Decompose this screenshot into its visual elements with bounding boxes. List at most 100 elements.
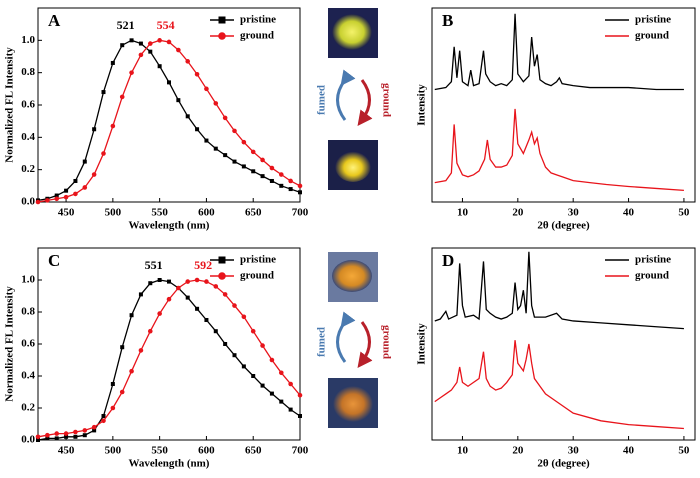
marker — [63, 194, 69, 200]
legend-label: pristine — [240, 14, 276, 26]
marker — [91, 424, 97, 430]
plot-frame — [431, 7, 696, 203]
marker — [138, 348, 144, 353]
marker — [185, 114, 190, 119]
y-axis-label: Intensity — [416, 323, 428, 365]
marker — [269, 178, 274, 183]
marker — [260, 157, 265, 163]
marker — [176, 47, 181, 53]
marker — [298, 414, 302, 418]
arrow — [336, 69, 356, 121]
marker — [167, 80, 171, 85]
x-tick-label: 30 — [568, 207, 580, 219]
legend-label: pristine — [635, 254, 671, 266]
x-axis-label: Wavelength (nm) — [129, 458, 210, 470]
marker — [35, 434, 41, 440]
marker — [213, 284, 219, 289]
marker — [241, 364, 246, 369]
series-line — [434, 340, 684, 430]
y-tick-label: 1.0 — [21, 274, 35, 286]
x-tick-label: 30 — [568, 445, 580, 457]
marker — [222, 292, 228, 297]
marker — [269, 391, 274, 396]
marker — [278, 370, 284, 376]
marker — [92, 428, 97, 433]
legend-marker — [218, 272, 226, 280]
marker — [223, 342, 228, 346]
panel-label: D — [442, 251, 454, 270]
series-line — [37, 279, 301, 438]
inset-label: ground — [380, 83, 392, 117]
marker — [54, 196, 60, 202]
inset-bottom: fumed ground — [316, 252, 392, 428]
x-tick-label: 700 — [292, 445, 309, 457]
marker — [194, 71, 200, 77]
marker — [251, 169, 256, 174]
x-tick-label: 550 — [151, 445, 168, 457]
legend-label: ground — [240, 30, 274, 42]
legend-label: ground — [240, 270, 274, 282]
marker — [288, 381, 293, 387]
inset-top: fumed ground — [316, 8, 392, 190]
y-tick-label: 0.4 — [21, 131, 35, 143]
marker — [129, 313, 134, 318]
marker — [148, 49, 153, 54]
marker — [260, 174, 265, 179]
marker — [110, 405, 116, 411]
marker — [101, 414, 106, 418]
marker — [297, 183, 303, 189]
marker — [176, 285, 181, 291]
marker — [250, 328, 256, 334]
marker — [250, 149, 256, 155]
marker — [232, 353, 237, 358]
marker — [251, 374, 256, 378]
marker — [82, 433, 87, 438]
marker — [288, 407, 293, 412]
marker — [110, 382, 115, 386]
legend-marker — [218, 32, 226, 40]
marker — [92, 127, 97, 132]
marker — [82, 159, 87, 164]
marker — [35, 199, 41, 205]
marker — [166, 39, 172, 45]
x-tick-label: 40 — [623, 207, 635, 219]
peak-annotation: 521 — [117, 18, 135, 32]
x-tick-label: 50 — [678, 207, 690, 219]
marker — [36, 438, 40, 442]
x-tick-label: 600 — [198, 207, 215, 219]
marker — [101, 418, 106, 424]
marker — [138, 41, 143, 46]
marker — [129, 70, 134, 75]
marker — [82, 185, 88, 190]
marker — [157, 64, 162, 69]
marker — [101, 90, 106, 95]
marker — [147, 328, 153, 334]
marker — [119, 94, 125, 100]
y-tick-label: 0.6 — [21, 99, 35, 111]
marker — [194, 277, 200, 283]
marker — [73, 429, 78, 435]
y-tick-label: 0.8 — [21, 306, 35, 318]
photo — [332, 14, 372, 50]
x-tick-label: 450 — [58, 445, 75, 457]
marker — [176, 98, 181, 103]
marker — [223, 153, 228, 158]
x-tick-label: 10 — [457, 207, 469, 219]
marker — [138, 292, 143, 297]
y-axis-label: Intensity — [416, 84, 428, 126]
marker — [241, 314, 247, 320]
y-tick-label: 0.8 — [21, 66, 35, 78]
x-axis-label: Wavelength (nm) — [129, 220, 210, 232]
legend-label: pristine — [635, 14, 671, 26]
marker — [185, 59, 191, 64]
marker — [269, 165, 275, 171]
plot-frame — [431, 247, 696, 441]
x-tick-label: 20 — [512, 207, 524, 219]
marker — [120, 43, 125, 48]
y-tick-label: 0.4 — [21, 370, 35, 382]
marker — [64, 188, 69, 193]
marker — [54, 436, 59, 441]
marker — [241, 164, 246, 169]
marker — [232, 128, 237, 134]
x-tick-label: 600 — [198, 445, 215, 457]
